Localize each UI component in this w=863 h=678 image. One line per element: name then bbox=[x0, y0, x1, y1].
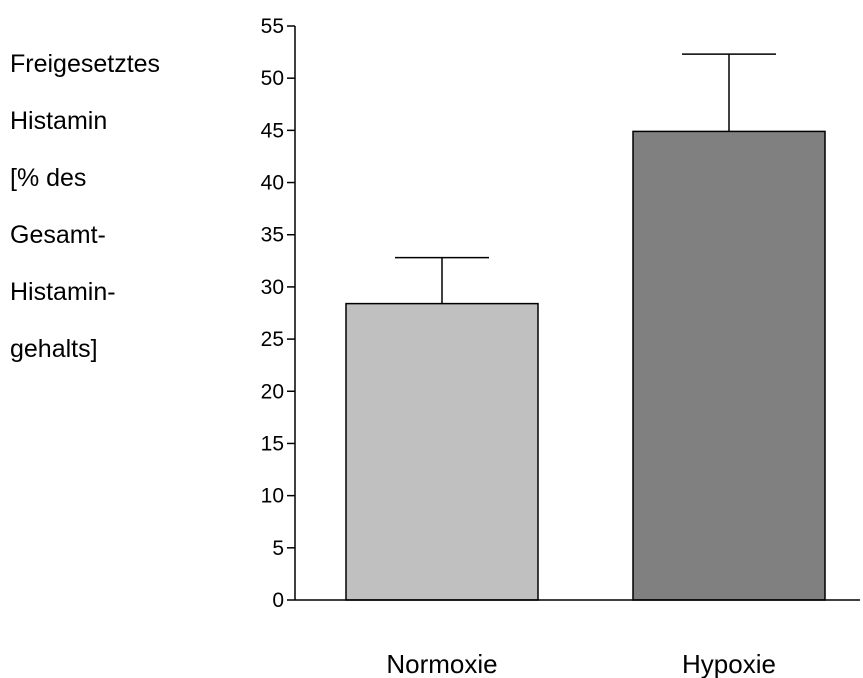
y-axis-label-line-5: Histamin- bbox=[10, 278, 116, 306]
y-tick-label-30: 30 bbox=[261, 276, 284, 299]
y-axis-label: Freigesetztes Histamin [% des Gesamt- Hi… bbox=[10, 36, 225, 378]
y-tick-label-40: 40 bbox=[261, 172, 284, 195]
y-tick-label-20: 20 bbox=[261, 380, 284, 403]
y-tick-label-0: 0 bbox=[272, 589, 284, 612]
bar-normoxie bbox=[345, 302, 539, 601]
y-axis-label-line-2: Histamin bbox=[10, 107, 108, 135]
x-tick-label-hypoxie: Hypoxie bbox=[682, 649, 776, 678]
x-axis: Normoxie Hypoxie bbox=[295, 599, 860, 678]
y-tick-label-5: 5 bbox=[272, 537, 284, 560]
x-tick-label-normoxie: Normoxie bbox=[386, 649, 497, 678]
y-tick-label-35: 35 bbox=[261, 224, 284, 247]
y-tick-label-25: 25 bbox=[261, 328, 284, 351]
y-axis-label-line-4: Gesamt- bbox=[10, 221, 106, 249]
y-tick-label-55: 55 bbox=[261, 15, 284, 38]
bars bbox=[345, 53, 826, 601]
y-axis: 0 5 10 15 20 25 30 35 40 45 50 55 bbox=[261, 15, 296, 612]
y-tick-label-50: 50 bbox=[261, 67, 284, 90]
y-axis-label-line-6: gehalts] bbox=[10, 335, 98, 363]
y-axis-label-line-3: [% des bbox=[10, 164, 87, 192]
y-axis-label-line-1: Freigesetztes bbox=[10, 50, 161, 78]
y-tick-label-10: 10 bbox=[261, 485, 284, 508]
bar-hypoxie bbox=[632, 130, 826, 601]
y-tick-label-15: 15 bbox=[261, 432, 284, 455]
y-tick-label-45: 45 bbox=[261, 119, 284, 142]
